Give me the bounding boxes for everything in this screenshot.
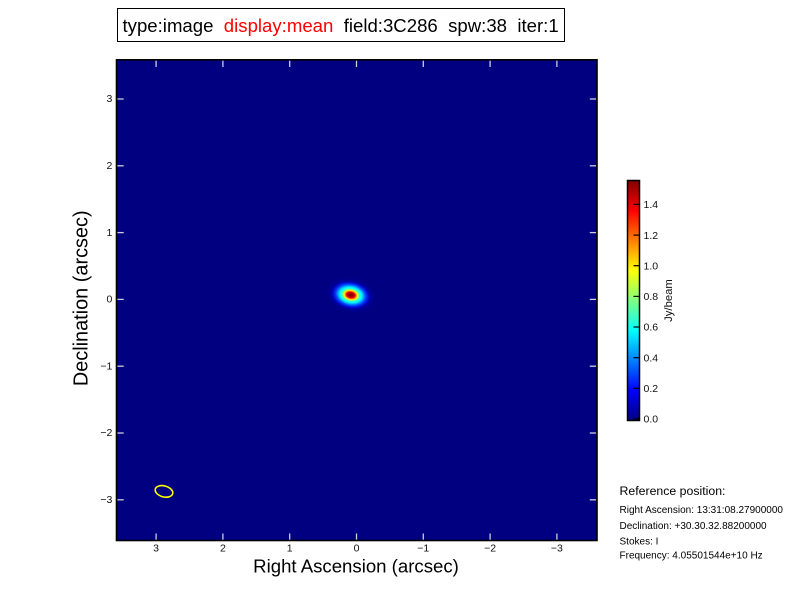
svg-text:−1: −1 xyxy=(100,360,112,372)
svg-text:−3: −3 xyxy=(100,494,112,506)
svg-text:Frequency: 4.05501544e+10 Hz: Frequency: 4.05501544e+10 Hz xyxy=(620,551,763,562)
svg-text:Stokes: I: Stokes: I xyxy=(620,537,659,548)
svg-text:1: 1 xyxy=(287,543,293,555)
svg-text:Reference position:: Reference position: xyxy=(620,484,726,498)
svg-text:Declination (arcsec): Declination (arcsec) xyxy=(71,210,93,386)
svg-text:1: 1 xyxy=(106,227,112,239)
svg-text:0.6: 0.6 xyxy=(644,322,659,334)
svg-text:Declination: +30.30.32.8820000: Declination: +30.30.32.88200000 xyxy=(620,521,768,532)
svg-text:2: 2 xyxy=(106,160,112,172)
svg-text:1.2: 1.2 xyxy=(644,230,659,242)
svg-text:−2: −2 xyxy=(100,427,112,439)
svg-text:0: 0 xyxy=(354,543,360,555)
svg-text:0.8: 0.8 xyxy=(644,291,659,303)
svg-text:Right Ascension (arcsec): Right Ascension (arcsec) xyxy=(253,556,459,577)
svg-text:Right Ascension: 13:31:08.2790: Right Ascension: 13:31:08.27900000 xyxy=(620,505,784,516)
svg-text:0: 0 xyxy=(106,294,112,306)
svg-text:2: 2 xyxy=(220,543,226,555)
svg-text:Jy/beam: Jy/beam xyxy=(663,279,675,322)
svg-text:0.0: 0.0 xyxy=(644,414,659,426)
svg-text:3: 3 xyxy=(153,543,159,555)
svg-text:1.4: 1.4 xyxy=(644,199,659,211)
svg-text:1.0: 1.0 xyxy=(644,260,659,272)
svg-text:−3: −3 xyxy=(551,543,563,555)
svg-text:3: 3 xyxy=(106,93,112,105)
svg-text:−2: −2 xyxy=(484,543,496,555)
svg-text:−1: −1 xyxy=(417,543,429,555)
svg-text:0.2: 0.2 xyxy=(644,383,659,395)
svg-text:0.4: 0.4 xyxy=(644,352,659,364)
